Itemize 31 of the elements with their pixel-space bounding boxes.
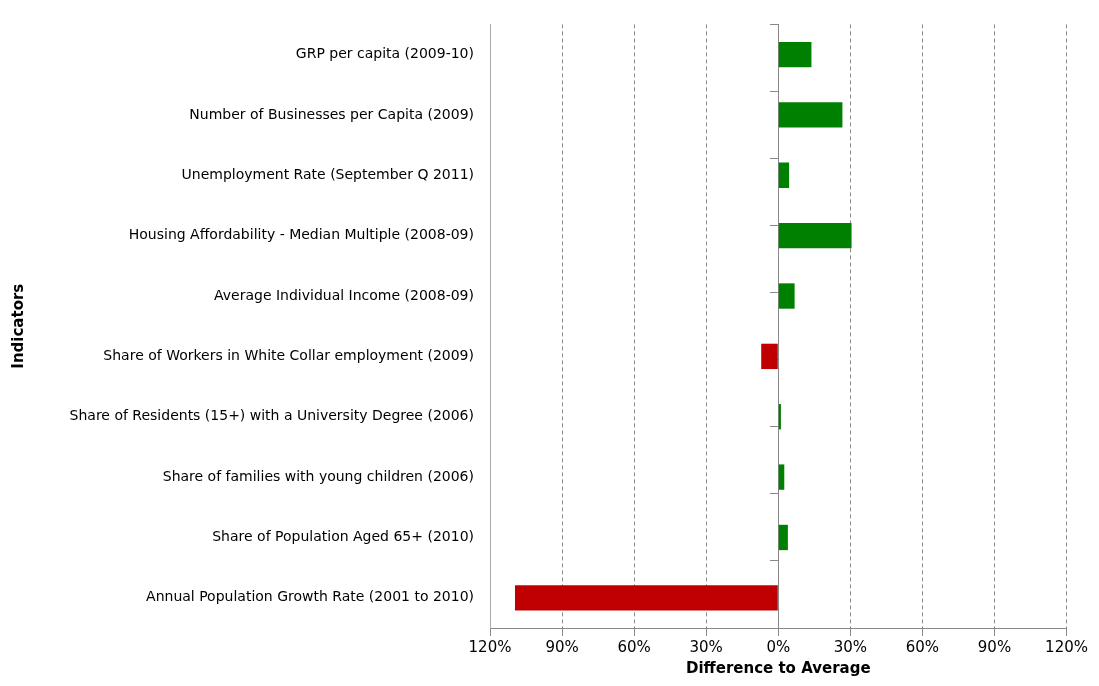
bar: [778, 222, 852, 249]
x-tick-label: 60%: [617, 637, 651, 656]
x-tick-label: 30%: [689, 637, 723, 656]
y-tick-label: Average Individual Income (2008-09): [214, 286, 474, 303]
y-tick-label: Unemployment Rate (September Q 2011): [181, 165, 474, 182]
y-tick-label: Share of families with young children (2006): [162, 467, 474, 484]
y-tick-label: Annual Population Growth Rate (2001 to 2010): [146, 588, 474, 605]
bar: [778, 404, 781, 430]
y-tick-label: Share of Workers in White Collar employment (2009): [103, 347, 474, 364]
bar: [778, 41, 812, 68]
x-tick-label: 90%: [545, 637, 579, 656]
bar: [778, 464, 785, 490]
bar: [514, 585, 778, 611]
y-tick-label: Number of Businesses per Capita (2009): [189, 105, 474, 122]
y-tick-label: GRP per capita (2009-10): [295, 45, 474, 62]
x-tick-label: 120%: [468, 637, 512, 656]
bar: [778, 162, 790, 188]
y-tick-label: Housing Affordability - Median Multiple (2008-09): [128, 226, 474, 243]
x-tick-label: 90%: [977, 637, 1012, 656]
x-axis-title: Difference to Average: [685, 658, 871, 677]
x-tick-label: 120%: [1045, 637, 1088, 656]
y-tick-label: Share of Residents (15+) with a University Degree (2006): [69, 407, 474, 424]
y-tick-label: Share of Population Aged 65+ (2010): [212, 528, 474, 545]
x-tick-label: 0%: [766, 637, 791, 656]
bar: [778, 102, 843, 128]
bar: [761, 343, 778, 370]
x-tick-label: 30%: [833, 637, 868, 656]
bar: [778, 524, 788, 551]
y-axis-title: Indicators: [8, 283, 27, 369]
x-tick-label: 60%: [905, 637, 940, 656]
bar: [778, 283, 795, 309]
